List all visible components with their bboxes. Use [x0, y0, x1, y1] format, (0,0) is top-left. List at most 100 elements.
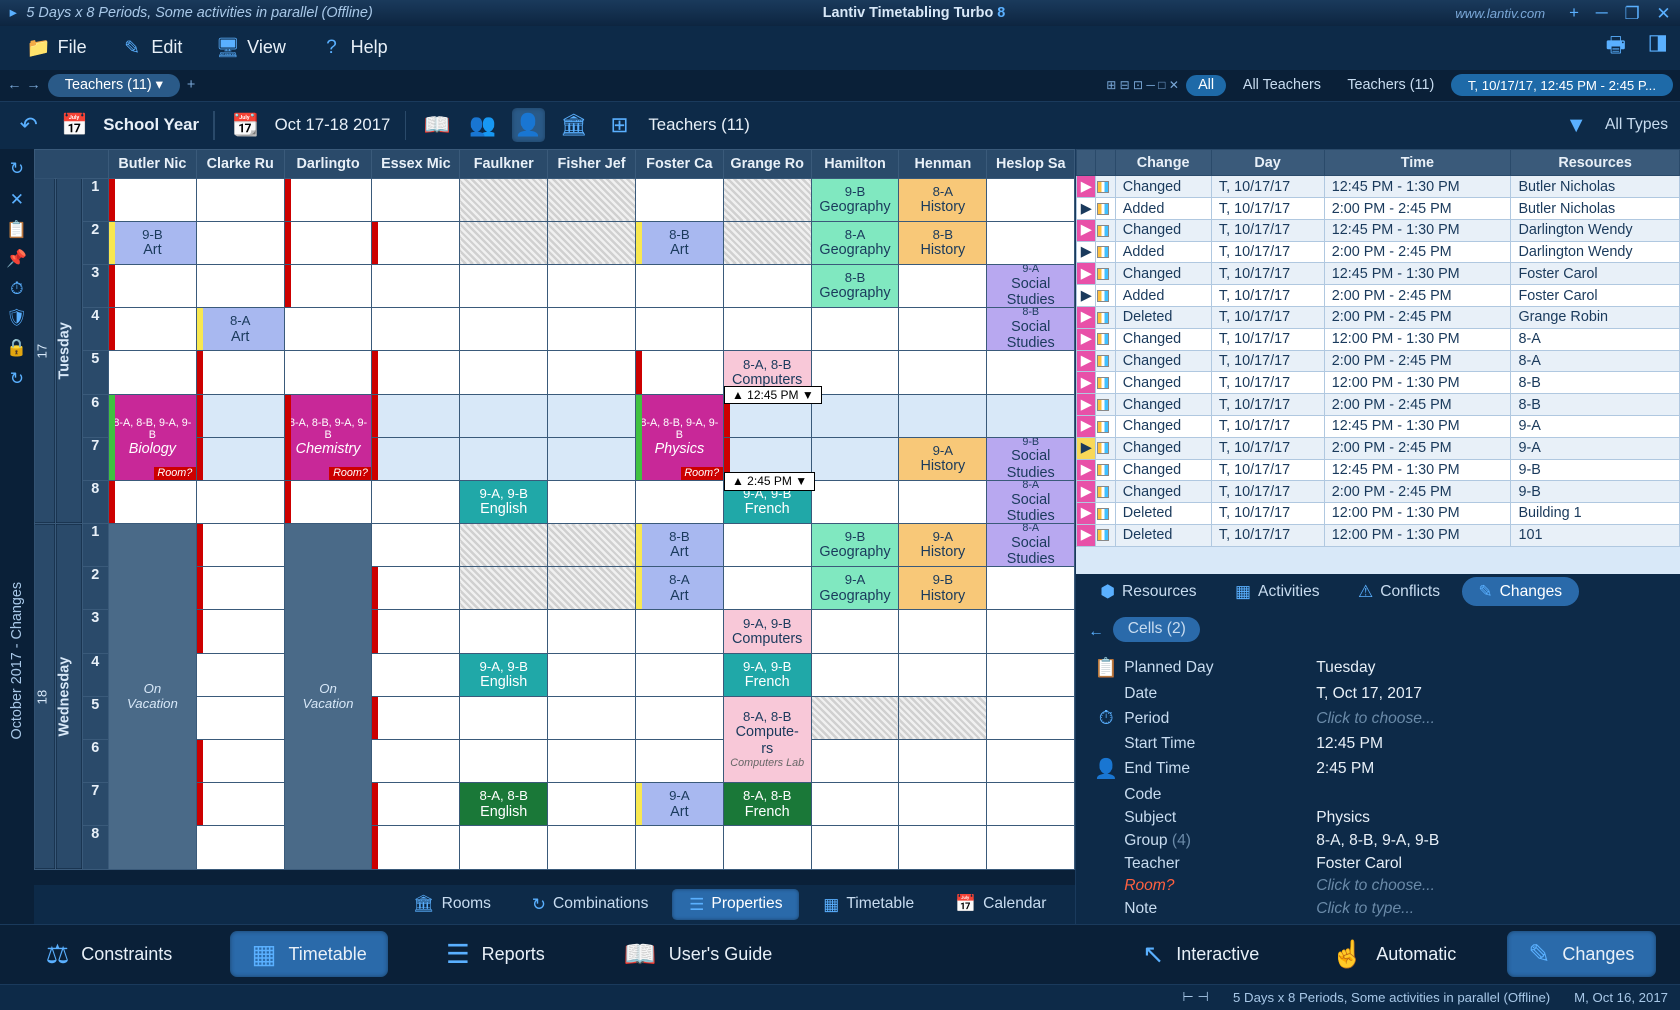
changes-button[interactable]: ✎Changes [1507, 931, 1656, 976]
period-cell[interactable]: 7 [82, 783, 108, 826]
timetable-cell[interactable] [196, 264, 284, 307]
book-icon[interactable]: 📖 [420, 108, 454, 142]
timetable-tab[interactable]: ▦Timetable [806, 889, 931, 920]
timetable-cell[interactable]: 8-ASocial Studies [987, 524, 1075, 567]
lesson-block[interactable]: 9-BHistory [899, 567, 986, 609]
teacher-column-header[interactable]: Butler Nic [108, 149, 196, 178]
timetable-cell[interactable] [723, 524, 811, 567]
timetable-cell[interactable] [899, 480, 987, 523]
change-row[interactable]: ▶DeletedT, 10/17/172:00 PM - 2:45 PMGran… [1077, 307, 1680, 329]
timetable-cell[interactable] [460, 437, 548, 480]
maximize-icon[interactable]: ❐ [1624, 3, 1639, 24]
teacher-column-header[interactable]: Henman [899, 149, 987, 178]
timetable-cell[interactable] [548, 567, 636, 610]
period-cell[interactable]: 1 [82, 178, 108, 221]
timetable-cell[interactable] [196, 740, 284, 783]
period-cell[interactable]: 1 [82, 524, 108, 567]
lesson-block[interactable]: 9-BArt [109, 222, 196, 264]
timetable-cell[interactable] [987, 394, 1075, 437]
change-row[interactable]: ▶DeletedT, 10/17/1712:00 PM - 1:30 PM101 [1077, 524, 1680, 546]
timetable-cell[interactable] [548, 394, 636, 437]
lesson-block[interactable]: 8-AArt [636, 567, 723, 609]
timetable-cell[interactable] [811, 480, 899, 523]
change-row[interactable]: ▶ChangedT, 10/17/1712:00 PM - 1:30 PM8-B [1077, 372, 1680, 394]
timetable-cell[interactable] [899, 783, 987, 826]
timetable-cell[interactable] [811, 826, 899, 869]
timetable-cell[interactable] [372, 826, 460, 869]
all-types-label[interactable]: All Types [1605, 116, 1668, 134]
timetable-cell[interactable] [548, 480, 636, 523]
reports-button[interactable]: ☰Reports [424, 931, 566, 976]
timetable-cell[interactable] [811, 696, 899, 739]
timetable-cell[interactable] [548, 653, 636, 696]
period-cell[interactable]: 4 [82, 653, 108, 696]
change-row[interactable]: ▶DeletedT, 10/17/1712:00 PM - 1:30 PMBui… [1077, 503, 1680, 525]
timetable-cell[interactable] [899, 696, 987, 739]
teacher-icon[interactable]: 👤 [512, 108, 546, 142]
lesson-block[interactable]: 9-BGeography [812, 524, 899, 566]
refresh-icon[interactable]: ↻ [10, 368, 24, 389]
timetable-grid[interactable]: Butler NicClarke RuDarlingtoEssex MicFau… [34, 149, 1076, 924]
tab-dropdown-icon[interactable]: ▾ [156, 77, 163, 93]
teacher-column-header[interactable]: Essex Mic [372, 149, 460, 178]
teacher-column-header[interactable]: Fisher Jef [548, 149, 636, 178]
view-menu[interactable]: 🖥View [202, 32, 301, 63]
timetable-cell[interactable] [196, 480, 284, 523]
timetable-cell[interactable]: 8-AHistory [899, 178, 987, 221]
timetable-cell[interactable]: 9-BArt [108, 221, 196, 264]
period-cell[interactable]: 8 [82, 480, 108, 523]
timetable-cell[interactable] [196, 567, 284, 610]
date-pill[interactable]: T, 10/17/17, 12:45 PM - 2:45 P... [1451, 74, 1673, 96]
property-row[interactable]: Room?Click to choose... [1088, 875, 1668, 898]
shield-icon[interactable]: 🛡 [6, 308, 27, 328]
timetable-cell[interactable] [987, 351, 1075, 394]
timetable-cell[interactable] [987, 696, 1075, 739]
date-range-label[interactable]: Oct 17-18 2017 [275, 115, 391, 135]
lesson-block[interactable]: 9-AArt [636, 783, 723, 825]
timetable-cell[interactable] [372, 740, 460, 783]
timetable-cell[interactable] [372, 480, 460, 523]
timetable-cell[interactable]: 9-AGeography [811, 567, 899, 610]
tab-fwd-icon[interactable]: → [26, 77, 40, 93]
timetable-cell[interactable] [987, 178, 1075, 221]
timetable-cell[interactable] [548, 740, 636, 783]
teacher-column-header[interactable]: Foster Ca [635, 149, 723, 178]
timetable-cell[interactable]: 9-BSocial Studies [987, 437, 1075, 480]
lesson-block[interactable]: 8-A, 8-B, 9-A, 9-BChemistryRoom? [285, 395, 372, 480]
timetable-cell[interactable]: 9-A, 9-BComputers [723, 610, 811, 653]
timetable-cell[interactable] [723, 308, 811, 351]
timetable-cell[interactable] [548, 696, 636, 739]
timetable-cell[interactable] [811, 394, 899, 437]
period-cell[interactable]: 4 [82, 308, 108, 351]
timetable-cell[interactable] [548, 610, 636, 653]
timetable-cell[interactable]: 8-A, 8-B, 9-A, 9-BPhysicsRoom? [635, 394, 723, 480]
property-row[interactable]: SubjectPhysics [1088, 807, 1668, 830]
edit-menu[interactable]: ✎Edit [106, 32, 197, 63]
lesson-block[interactable]: 9-BSocial Studies [987, 438, 1074, 480]
main-tab[interactable]: Teachers (11) ▾ [48, 74, 180, 97]
properties-header[interactable]: Cells (2) [1113, 617, 1200, 642]
teacher-column-header[interactable]: Hamilton [811, 149, 899, 178]
timetable-cell[interactable] [372, 308, 460, 351]
timetable-cell[interactable]: 8-A, 8-BFrench [723, 783, 811, 826]
change-row[interactable]: ▶ChangedT, 10/17/172:00 PM - 2:45 PM9-A [1077, 437, 1680, 459]
print-icon[interactable]: 🖶 [1606, 29, 1626, 66]
teacher-column-header[interactable]: Darlingto [284, 149, 372, 178]
timetable-cell[interactable] [196, 178, 284, 221]
timetable-cell[interactable]: 8-ASocial Studies [987, 480, 1075, 523]
timetable-cell[interactable]: 9-AHistory [899, 437, 987, 480]
timetable-cell[interactable] [811, 783, 899, 826]
teacher-column-header[interactable]: Faulkner [460, 149, 548, 178]
property-row[interactable]: Code [1088, 784, 1668, 807]
property-row[interactable]: 👤End Time2:45 PM [1088, 755, 1668, 784]
lesson-block[interactable]: 8-BArt [636, 524, 723, 566]
timetable-cell[interactable] [284, 264, 372, 307]
close-icon[interactable]: ✕ [1656, 3, 1670, 24]
layout-icons[interactable]: ⊞ ⊟ ⊡ ─ □ ✕ [1106, 78, 1179, 92]
redo-icon[interactable]: ↻ [10, 158, 24, 179]
property-row[interactable]: Start Time12:45 PM [1088, 732, 1668, 755]
activities-rtab[interactable]: ▦Activities [1218, 577, 1336, 605]
timetable-cell[interactable] [284, 178, 372, 221]
change-row[interactable]: ▶AddedT, 10/17/172:00 PM - 2:45 PMDarlin… [1077, 241, 1680, 263]
teacher-column-header[interactable]: Heslop Sa [987, 149, 1075, 178]
